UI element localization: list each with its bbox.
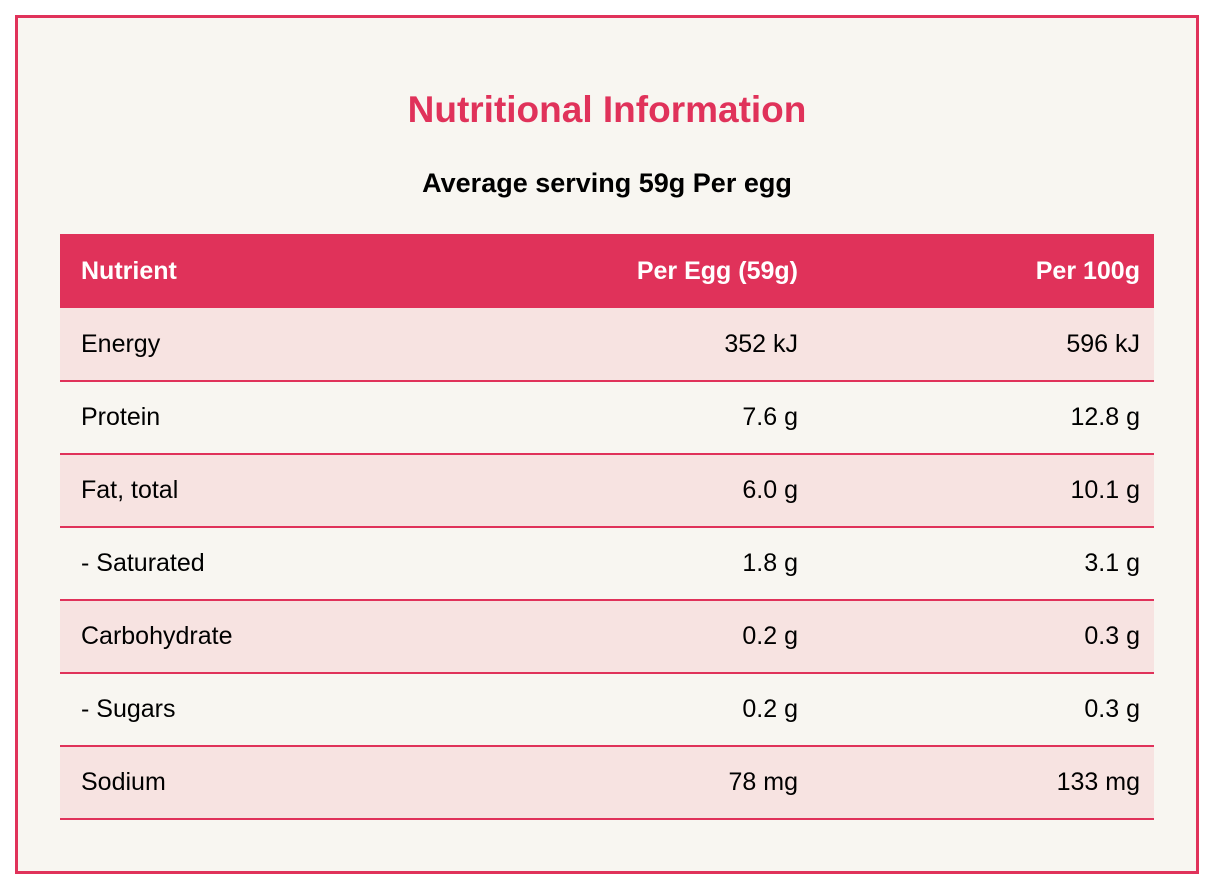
nutrient-name: Carbohydrate bbox=[81, 622, 233, 650]
per-egg-value: 1.8 g bbox=[742, 549, 798, 577]
nutrient-name: Sodium bbox=[81, 768, 166, 796]
nutrient-name: Protein bbox=[81, 403, 161, 431]
per-egg-value: 0.2 g bbox=[742, 622, 798, 650]
table-row: - Saturated 1.8 g 3.1 g bbox=[60, 527, 1154, 600]
table-row: Sodium 78 mg 133 mg bbox=[60, 746, 1154, 819]
nutrition-card bbox=[15, 15, 1199, 874]
per-100g-value: 10.1 g bbox=[1070, 476, 1140, 504]
table-row: Energy 352 kJ 596 kJ bbox=[60, 308, 1154, 381]
page-title: Nutritional Information bbox=[407, 89, 807, 130]
per-100g-value: 3.1 g bbox=[1084, 549, 1140, 577]
table-header: Nutrient Per Egg (59g) Per 100g bbox=[60, 234, 1154, 308]
table-header-row: Nutrient Per Egg (59g) Per 100g bbox=[60, 234, 1154, 308]
nutrient-name: Energy bbox=[81, 329, 161, 358]
nutrition-table: Nutrient Per Egg (59g) Per 100g Energy 3… bbox=[60, 234, 1154, 820]
table-row: - Sugars 0.2 g 0.3 g bbox=[60, 673, 1154, 746]
column-header-nutrient: Nutrient bbox=[81, 256, 177, 285]
per-egg-value: 352 kJ bbox=[724, 329, 798, 358]
per-100g-value: 133 mg bbox=[1056, 768, 1140, 796]
table-body: Energy 352 kJ 596 kJ Protein 7.6 g 12.8 … bbox=[60, 308, 1154, 819]
serving-subtitle: Average serving 59g Per egg bbox=[422, 168, 792, 198]
per-100g-value: 0.3 g bbox=[1084, 695, 1140, 723]
nutrient-name: - Sugars bbox=[81, 695, 176, 723]
per-egg-value: 78 mg bbox=[728, 768, 798, 796]
table-row: Carbohydrate 0.2 g 0.3 g bbox=[60, 600, 1154, 673]
column-header-per-egg: Per Egg (59g) bbox=[636, 256, 798, 285]
table-row: Protein 7.6 g 12.8 g bbox=[60, 381, 1154, 454]
per-100g-value: 0.3 g bbox=[1084, 622, 1140, 650]
nutrient-name: Fat, total bbox=[81, 476, 179, 504]
per-egg-value: 0.2 g bbox=[742, 695, 798, 723]
per-egg-value: 7.6 g bbox=[742, 403, 798, 431]
column-header-per-100g: Per 100g bbox=[1035, 256, 1140, 285]
nutrient-name: - Saturated bbox=[81, 549, 205, 577]
table-row: Fat, total 6.0 g 10.1 g bbox=[60, 454, 1154, 527]
per-100g-value: 12.8 g bbox=[1070, 403, 1140, 431]
per-100g-value: 596 kJ bbox=[1066, 329, 1140, 358]
per-egg-value: 6.0 g bbox=[742, 476, 798, 504]
